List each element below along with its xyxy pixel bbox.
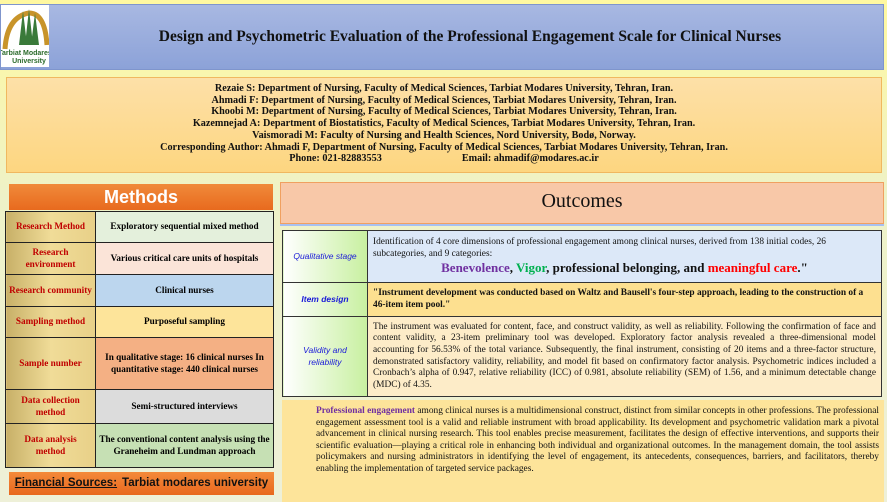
table-row: Research Method Exploratory sequential mi… [5, 211, 274, 243]
table-row: Data analysis method The conventional con… [5, 423, 274, 468]
row-value: Identification of 4 core dimensions of p… [367, 230, 882, 283]
page-title: Design and Psychometric Evaluation of th… [158, 28, 782, 45]
phone: Phone: 021-82883553 [289, 153, 382, 165]
row-label: Item design [282, 282, 368, 317]
table-row: Sample number In qualitative stage: 16 cl… [5, 337, 274, 390]
conclusion-text: among clinical nurses is a multidimensio… [316, 406, 879, 474]
title-banner [0, 4, 884, 70]
financial-sources: Financial Sources: Tarbiat modares univer… [9, 472, 274, 495]
method-value: Clinical nurses [95, 274, 274, 307]
svg-text:Tarbiat Modares: Tarbiat Modares [1, 50, 49, 57]
outcomes-table: Qualitative stage Identification of 4 co… [282, 230, 882, 397]
author-line: Rezaie S: Department of Nursing, Faculty… [214, 83, 674, 94]
row-value: "Instrument development was conducted ba… [367, 282, 882, 317]
method-value: Exploratory sequential mixed method [95, 211, 274, 243]
methods-table: Research Method Exploratory sequential mi… [5, 211, 274, 468]
dimension-belonging: , professional belonging, and [546, 260, 708, 276]
method-label: Data collection method [5, 389, 96, 424]
table-row: Data collection method Semi-structured in… [5, 389, 274, 424]
university-logo: Tarbiat Modares University [0, 5, 52, 67]
financial-value: Tarbiat modares university [122, 477, 269, 489]
table-row: Item design "Instrument development was c… [282, 282, 882, 317]
dimension-meaningful-care: meaningful care [707, 260, 798, 276]
separator: , [509, 260, 516, 276]
conclusion-lead: Professional engagement [316, 406, 416, 416]
method-label: Research environment [5, 242, 96, 275]
svg-text:University: University [12, 58, 46, 65]
dimension-vigor: Vigor [516, 260, 547, 276]
table-row: Validity and reliability The instrument w… [282, 316, 882, 397]
method-label: Research community [5, 274, 96, 307]
conclusion-box: Professional engagement among clinical n… [282, 400, 884, 502]
table-row: Qualitative stage Identification of 4 co… [282, 230, 882, 283]
financial-label: Financial Sources: [14, 477, 118, 489]
method-label: Sample number [5, 337, 96, 390]
author-line: Vaismoradi M: Faculty of Nursing and Hea… [252, 129, 636, 141]
method-label: Sampling method [5, 306, 96, 338]
authors-box: Rezaie S: Department of Nursing, Faculty… [6, 77, 882, 173]
method-value: Various critical care units of hospitals [95, 242, 274, 275]
table-row: Research community Clinical nurses [5, 274, 274, 307]
table-row: Research environment Various critical car… [5, 242, 274, 275]
outcomes-heading: Outcomes [280, 182, 884, 224]
author-line: Khoobi M: Department of Nursing, Faculty… [211, 106, 677, 118]
method-value: The conventional content analysis using … [95, 423, 274, 468]
dimensions: Benevolence, Vigor, professional belongi… [373, 260, 876, 276]
row-label: Qualitative stage [282, 230, 368, 283]
author-line: Kazemnejad A: Department of Biostatistic… [192, 118, 696, 130]
author-line: Ahmadi F: Department of Nursing, Faculty… [211, 94, 677, 106]
method-label: Data analysis method [5, 423, 96, 468]
row-label: Validity and reliability [282, 316, 368, 397]
qualitative-text: Identification of 4 core dimensions of p… [373, 236, 826, 259]
email: Email: ahmadif@modares.ac.ir [461, 153, 599, 165]
author-line: Corresponding Author: Ahmadi F, Departme… [160, 141, 728, 153]
closing: ." [797, 260, 808, 276]
method-value: Semi-structured interviews [95, 389, 274, 424]
method-value: Purposeful sampling [95, 306, 274, 338]
method-label: Research Method [5, 211, 96, 243]
table-row: Sampling method Purposeful sampling [5, 306, 274, 338]
row-value: The instrument was evaluated for content… [367, 316, 882, 397]
method-value: In qualitative stage: 16 clinical nurses… [95, 337, 274, 390]
methods-heading: Methods [9, 184, 273, 210]
dimension-benevolence: Benevolence [441, 260, 510, 276]
